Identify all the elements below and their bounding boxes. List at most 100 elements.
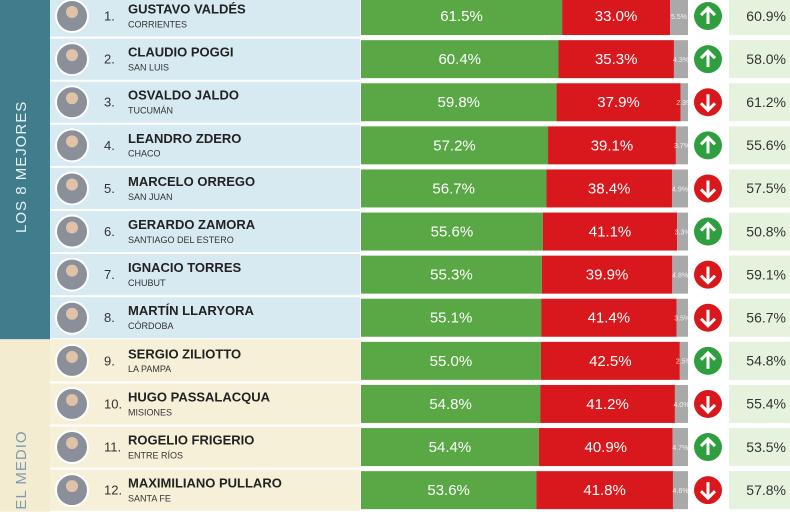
value-label: 42.5% [589,353,632,370]
previous: 55.6% [746,137,786,153]
previous-cell [729,212,790,251]
previous: 56.7% [746,309,786,325]
bar-segment [361,169,547,208]
value-label: 35.3% [595,51,638,68]
photo-head [66,6,78,19]
bar-segment [361,471,537,510]
trend-arrow [699,309,717,328]
rank: 11. [104,439,121,454]
rank: 8. [104,310,115,325]
previous: 55.4% [746,396,786,412]
value-label: 5.5% [671,14,687,21]
bar-segment [676,298,688,337]
bar-segment [671,169,688,208]
province: CÓRDOBA [128,321,174,331]
photo-head [66,350,78,363]
group-strip [0,0,50,340]
bar-segment [542,212,678,251]
previous-cell [729,298,790,337]
province: CHUBUT [128,278,166,288]
photo-head [66,307,78,320]
bar-segment [673,40,688,79]
value-label: 39.1% [591,137,634,154]
name: LEANDRO ZDERO [128,131,241,146]
photo-head [66,393,78,406]
bar-segment [672,471,688,510]
value-label: 33.0% [595,8,638,25]
value-label: 56.7% [432,180,475,197]
value-label: 4.0% [673,402,689,409]
value-label: 53.6% [427,482,470,499]
trend-arrow [699,135,717,154]
bar-segment [361,255,542,294]
bar-segment [672,255,688,294]
value-label: 2.5% [676,359,692,366]
name: IGNACIO TORRES [128,260,241,275]
bar-segment [675,126,688,165]
province: SAN JUAN [128,192,173,202]
name: CLAUDIO POGGI [128,45,233,60]
previous: 59.1% [746,266,786,282]
value-label: 41.1% [589,224,632,241]
value-label: 37.9% [597,94,640,111]
bar-segment [556,83,681,122]
rank: 2. [104,52,115,67]
photo-head [66,480,78,493]
previous: 58.0% [746,51,786,67]
previous-cell [729,255,790,294]
trend-arrow [699,350,717,369]
name: GERARDO ZAMORA [128,217,256,232]
previous-cell [729,40,790,79]
value-label: 54.4% [429,439,472,456]
value-label: 60.4% [438,51,481,68]
trend-arrow [699,395,717,415]
value-label: 38.4% [588,180,631,197]
photo-head [66,264,78,277]
rank: 10. [104,396,122,411]
bar-segment [558,40,674,79]
rank: 3. [104,95,115,110]
province: CHACO [128,149,161,159]
previous: 50.8% [746,223,786,239]
value-label: 41.8% [583,482,626,499]
trend-arrow [699,49,717,68]
previous: 53.5% [746,439,786,455]
previous: 54.8% [746,353,786,369]
bar-segment [361,126,549,165]
bar-segment [546,169,672,208]
bar-segment [562,0,671,36]
province: SAN LUIS [128,63,169,73]
value-label: 3.3% [675,229,691,236]
province: ENTRE RÍOS [128,450,183,460]
bar-segment [361,384,541,423]
value-label: 3.7% [674,143,690,150]
value-label: 55.6% [431,224,474,241]
bar-segment [361,428,539,467]
previous-cell [729,169,790,208]
previous-cell [729,0,790,36]
name: MARCELO ORREGO [128,174,255,189]
value-label: 4.7% [672,445,688,452]
previous-cell [729,341,790,380]
name: MAXIMILIANO PULLARO [128,476,282,491]
previous-cell [729,428,790,467]
bar-segment [361,298,542,337]
group-label: EL MEDIO [13,430,30,509]
province: SANTA FE [128,494,171,504]
value-label: 41.2% [586,396,629,413]
value-label: 39.9% [586,267,629,284]
trend-arrow [699,180,717,199]
value-label: 55.0% [430,353,473,370]
name: HUGO PASSALACQUA [128,389,271,404]
value-label: 59.8% [437,94,480,111]
group-label: LOS 8 MEJORES [13,101,30,233]
rank: 9. [104,353,115,368]
previous-cell [729,83,790,122]
bar-segment [670,0,688,36]
bar-segment [548,126,676,165]
rank: 5. [104,181,115,196]
photo-head [66,178,78,191]
name: OSVALDO JALDO [128,88,239,103]
